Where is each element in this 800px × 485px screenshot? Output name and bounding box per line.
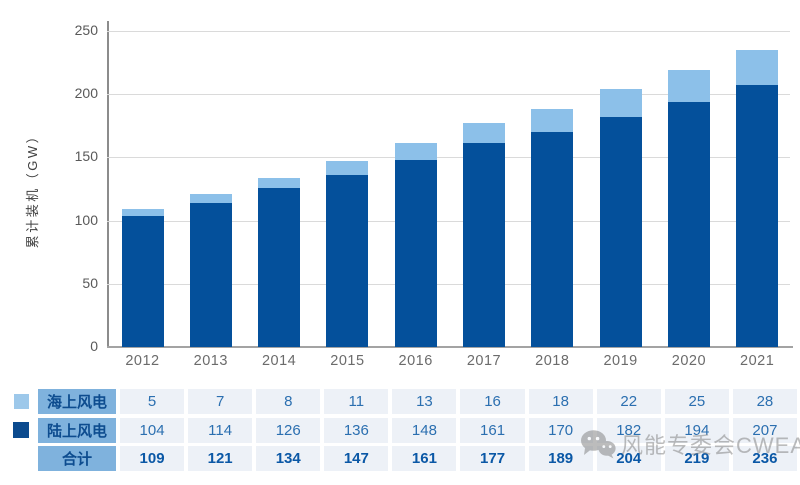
x-tick-label-2016: 2016 [398, 353, 433, 369]
value-cell-2-2016: 161 [392, 446, 457, 471]
value-cell-2-2012: 109 [120, 446, 185, 471]
y-tick-label-0: 0 [90, 338, 98, 354]
bar-segment-offshore-2014 [258, 177, 301, 188]
x-tick-label-2019: 2019 [603, 353, 638, 369]
bar-segment-onshore-2013 [189, 202, 232, 347]
bar-segment-offshore-2020 [667, 70, 710, 102]
bar-segment-onshore-2019 [599, 116, 642, 347]
gridline-200 [107, 94, 790, 96]
row-label-1: 陆上风电 [38, 417, 116, 443]
bar-segment-offshore-2018 [531, 109, 574, 133]
y-axis-title: 累计装机（GW） [25, 127, 40, 249]
value-cell-2-2015: 147 [324, 446, 389, 471]
value-cell-0-2018: 18 [528, 389, 593, 414]
bar-segment-offshore-2021 [736, 49, 779, 86]
bar-segment-offshore-2019 [599, 89, 642, 117]
data-table: 海上风电 5 7 8 11 13 16 18 22 25 28 陆上风电 104 114 126 136 148… [8, 389, 797, 471]
bar-segment-offshore-2016 [394, 143, 437, 160]
legend-cell-2 [8, 446, 34, 471]
bar-segment-offshore-2013 [189, 194, 232, 203]
gridline-150 [107, 157, 790, 159]
value-cell-0-2016: 13 [392, 389, 457, 414]
x-tick-label-2017: 2017 [466, 353, 502, 369]
bar-segment-onshore-2016 [394, 159, 437, 347]
offshore-legend-swatch [13, 394, 29, 409]
value-cell-2-2013: 121 [188, 446, 253, 471]
y-tick-label-250: 250 [74, 22, 98, 38]
x-tick-label-2018: 2018 [535, 353, 570, 369]
bar-segment-onshore-2012 [121, 215, 164, 347]
x-tick-label-2012: 2012 [125, 353, 160, 369]
bar-segment-offshore-2015 [326, 161, 369, 176]
x-tick-label-2015: 2015 [330, 353, 365, 369]
gridline-50 [107, 283, 790, 285]
bar-segment-offshore-2012 [121, 209, 164, 216]
gridline-250 [107, 31, 790, 32]
value-cell-1-2013: 114 [188, 417, 253, 443]
bar-segment-onshore-2020 [667, 101, 710, 347]
value-cell-1-2021: 207 [732, 417, 797, 443]
value-cell-1-2017: 161 [460, 417, 525, 443]
value-cell-2-2014: 134 [256, 446, 321, 471]
bar-segment-onshore-2015 [326, 175, 369, 347]
value-cell-1-2014: 126 [256, 417, 321, 443]
value-cell-1-2012: 104 [120, 417, 185, 443]
value-cell-1-2016: 148 [392, 417, 457, 443]
value-cell-0-2014: 8 [256, 389, 321, 414]
value-cell-2-2017: 177 [460, 446, 525, 471]
value-cell-1-2018: 170 [528, 417, 593, 443]
bar-segment-onshore-2018 [531, 132, 574, 347]
y-tick-label-100: 100 [74, 211, 98, 228]
value-cell-2-2021: 236 [732, 446, 797, 471]
onshore-legend-swatch [13, 422, 29, 438]
value-cell-1-2015: 136 [324, 417, 389, 443]
value-cell-0-2012: 5 [120, 389, 185, 414]
value-cell-0-2020: 25 [664, 389, 729, 414]
y-tick-label-50: 50 [82, 274, 98, 291]
bar-segment-offshore-2017 [463, 123, 505, 144]
value-cell-2-2019: 204 [596, 446, 661, 471]
legend-cell-1 [8, 418, 34, 443]
y-tick-label-200: 200 [74, 85, 98, 102]
x-tick-label-2013: 2013 [193, 353, 228, 369]
value-cell-2-2018: 189 [528, 446, 593, 471]
value-cell-0-2015: 11 [324, 389, 389, 414]
x-tick-label-2014: 2014 [261, 353, 297, 369]
y-tick-label-150: 150 [74, 148, 98, 165]
row-label-0: 海上风电 [38, 389, 116, 414]
value-cell-0-2021: 28 [732, 389, 797, 414]
value-cell-1-2020: 194 [664, 417, 729, 443]
value-cell-0-2017: 16 [460, 389, 525, 414]
bar-segment-onshore-2017 [463, 143, 505, 347]
bar-segment-onshore-2014 [258, 187, 301, 347]
x-tick-label-2021: 2021 [740, 353, 775, 369]
gridline-100 [107, 220, 790, 222]
value-cell-0-2019: 22 [596, 389, 661, 414]
value-cell-0-2013: 7 [188, 389, 253, 414]
x-tick-label-2020: 2020 [671, 353, 707, 369]
y-axis-line [107, 21, 109, 347]
row-label-2: 合计 [38, 446, 116, 471]
value-cell-1-2019: 182 [596, 417, 661, 443]
x-axis-line [107, 346, 793, 348]
value-cell-2-2020: 219 [664, 446, 729, 471]
legend-cell-0 [8, 389, 34, 414]
bar-segment-onshore-2021 [736, 85, 779, 347]
